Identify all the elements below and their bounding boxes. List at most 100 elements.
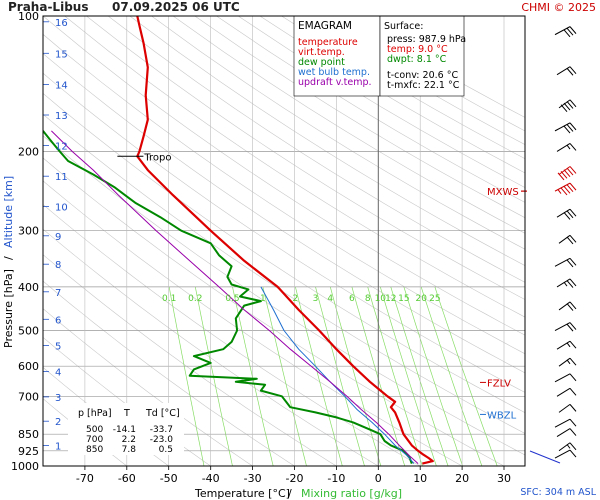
mixing-ratio-label: 0.1	[162, 294, 176, 304]
station-name: Praha-Libus	[8, 0, 88, 14]
wind-barb	[554, 449, 577, 459]
surface-elevation-label: SFC: 304 m ASL	[520, 487, 596, 498]
temperature-tick-label: -20	[286, 472, 304, 485]
wind-barb-shaft	[556, 340, 571, 350]
wind-barb-shaft	[554, 449, 571, 459]
y-axis-label-separator: /	[2, 256, 15, 260]
wind-barb-shaft	[558, 357, 571, 367]
wind-barb-flag	[563, 185, 571, 194]
mixing-ratio-label: 20	[415, 294, 427, 304]
altitude-tick-label: 13	[55, 111, 68, 122]
wind-barb-shaft	[554, 418, 571, 428]
dry-adiabat-line	[86, 16, 525, 300]
altitude-tick-label: 11	[55, 172, 68, 183]
mixing-ratio-label: 6	[349, 294, 355, 304]
wind-barb-flag	[569, 278, 577, 287]
wind-barb	[557, 166, 577, 181]
pressure-tick-label: 850	[18, 428, 39, 441]
temperature-tick-label: -50	[160, 472, 178, 485]
wind-barb	[556, 66, 577, 76]
temperature-tick-label: 10	[413, 472, 427, 485]
svg-text:0.5: 0.5	[159, 445, 173, 455]
wind-barb-flag	[566, 236, 574, 245]
surface-box	[379, 15, 465, 97]
wind-barb	[554, 373, 577, 383]
y-axis-label-altitude: Altitude [km]	[2, 176, 15, 248]
wind-barb-flag	[569, 182, 577, 191]
wind-barb-flag	[566, 124, 574, 132]
dry-adiabat-line	[64, 16, 525, 318]
x-axis-title: Temperature [°C] / Mixing ratio [g/kg]	[194, 487, 402, 500]
wind-barb-shaft	[558, 301, 571, 311]
altitude-tick-label: 3	[55, 393, 61, 404]
svg-text:2.2: 2.2	[122, 435, 136, 445]
wind-barb-shaft	[558, 442, 571, 452]
altitude-tick-label: 10	[55, 203, 68, 214]
wind-barb-half	[566, 144, 571, 150]
wind-barb-flag	[566, 67, 574, 76]
altitude-tick-label: 15	[55, 49, 68, 60]
temperature-tick-label: 0	[375, 472, 382, 485]
wind-barb	[558, 301, 577, 311]
altitude-tick-label: 8	[55, 260, 61, 271]
wind-barb	[554, 122, 577, 134]
altitude-tick-label: 6	[55, 315, 61, 326]
wind-barb	[556, 428, 577, 437]
wind-barb-shaft	[556, 428, 571, 437]
mixing-ratio-label: 25	[429, 294, 440, 304]
dry-adiabat-line	[43, 72, 525, 393]
mixing-ratio-label: 3	[313, 294, 319, 304]
wind-barb-flag	[566, 101, 574, 109]
temperature-line	[136, 16, 434, 465]
wind-barb-shaft	[556, 278, 571, 288]
legend-entry: updraft v.temp.	[298, 77, 372, 88]
dry-adiabat-line	[43, 113, 525, 434]
wind-barb	[554, 418, 577, 428]
wind-barb	[556, 340, 577, 350]
wind-barb-flag	[557, 172, 565, 181]
wind-barb-flag	[566, 184, 574, 193]
mixing-ratio-label: 0.2	[188, 294, 202, 304]
wind-barb-half	[557, 189, 562, 194]
temperature-tick-label: 30	[497, 472, 511, 485]
chmi-credit: CHMI © 2025	[521, 1, 596, 14]
temperature-tick-label: -70	[76, 472, 94, 485]
dry-adiabat-line	[107, 16, 525, 283]
mixing-ratio-label: 2	[293, 294, 299, 304]
altitude-tick-label: 2	[55, 417, 61, 428]
wind-barb	[556, 278, 577, 288]
wind-barb-flag	[569, 258, 577, 266]
sounding-datetime: 07.09.2025 06 UTC	[112, 0, 240, 14]
svg-text:-14.1: -14.1	[113, 425, 136, 435]
wind-barb	[554, 182, 577, 196]
level-table: p [hPa] T Td [°C] 500 -14.1 -33.7 700 2.…	[68, 403, 184, 455]
surface-tmxfc: t-mxfc: 22.1 °C	[387, 80, 460, 91]
surface-press: press: 987.9 hPa	[387, 34, 466, 45]
surface-info: Surface: press: 987.9 hPa temp: 9.0 °C d…	[379, 15, 466, 97]
wind-barb	[554, 26, 577, 38]
wind-barb-flag	[569, 404, 577, 412]
wind-barb-flag	[569, 166, 577, 174]
pressure-tick-label: 100	[18, 10, 39, 23]
altitude-tick-label: 7	[55, 288, 61, 299]
wind-barb-flag	[569, 143, 577, 151]
dry-adiabat-line	[129, 16, 525, 266]
pressure-tick-label: 400	[18, 281, 39, 294]
plot-frame	[42, 15, 526, 467]
mixing-ratio-label: 0.5	[225, 294, 239, 304]
wind-barb-flag	[569, 322, 577, 330]
legend-entry: dew point	[298, 57, 345, 68]
wind-barb-shaft	[556, 387, 571, 397]
wind-barb-shaft	[556, 143, 571, 152]
mixing-ratio-label: 1	[260, 294, 266, 304]
y-axis-title: Pressure [hPa] / Altitude [km]	[2, 176, 15, 348]
wind-barb-flag	[569, 340, 577, 349]
table-header-t: T	[123, 408, 130, 419]
table-row: 500 -14.1 -33.7	[86, 425, 173, 435]
altitude-tick-label: 16	[55, 18, 68, 29]
pressure-tick-label: 925	[18, 445, 39, 458]
svg-text:500: 500	[86, 425, 103, 435]
wind-barb-shaft	[554, 122, 571, 132]
wind-barb-flag	[566, 210, 574, 219]
